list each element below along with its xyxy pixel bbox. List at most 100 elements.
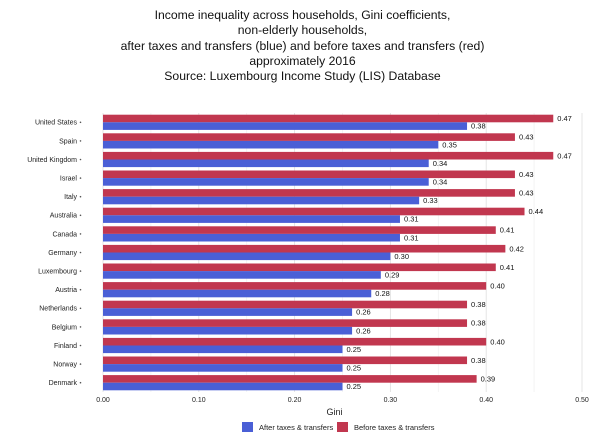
bar-before-australia bbox=[103, 207, 525, 216]
bar-before-finland bbox=[103, 337, 487, 346]
value-label-after: 0.26 bbox=[356, 326, 371, 335]
value-label-before: 0.47 bbox=[557, 151, 572, 160]
value-label-after: 0.25 bbox=[347, 364, 362, 373]
title-line-4: approximately 2016 bbox=[249, 53, 356, 68]
value-label-after: 0.26 bbox=[356, 308, 371, 317]
bar-before-united-states bbox=[103, 114, 554, 123]
category-tick-mark bbox=[79, 121, 82, 124]
value-label-before: 0.47 bbox=[557, 114, 572, 123]
bar-after-united-kingdom bbox=[103, 159, 429, 168]
category-tick-mark bbox=[79, 326, 82, 328]
category-tick-mark bbox=[79, 140, 82, 142]
bar-after-norway bbox=[103, 364, 343, 372]
bar-before-belgium bbox=[103, 319, 468, 327]
bar-after-canada bbox=[103, 233, 400, 242]
bar-after-belgium bbox=[103, 326, 353, 335]
legend-swatch-before bbox=[337, 422, 348, 432]
category-label: Luxembourg bbox=[38, 269, 77, 276]
x-tick-label: 0.00 bbox=[96, 397, 110, 404]
value-label-before: 0.40 bbox=[490, 282, 505, 291]
bar-before-netherlands bbox=[103, 300, 468, 309]
legend-label-after: After taxes & transfers bbox=[259, 423, 333, 432]
bar-after-australia bbox=[103, 215, 400, 223]
value-label-before: 0.44 bbox=[529, 207, 544, 216]
bar-before-spain bbox=[103, 133, 515, 141]
axis-layer: 0.00 0.10 0.20 0.30 0.40 0.50 Gini United State… bbox=[27, 120, 589, 417]
category-tick-mark bbox=[79, 270, 82, 272]
bar-layer bbox=[103, 114, 554, 391]
value-label-after: 0.30 bbox=[394, 252, 409, 261]
bar-before-canada bbox=[103, 226, 496, 234]
value-label-before: 0.43 bbox=[519, 133, 534, 142]
legend-swatch-after bbox=[242, 422, 253, 432]
category-tick-mark bbox=[79, 381, 82, 384]
bar-before-united-kingdom bbox=[103, 151, 554, 160]
x-axis-title: Gini bbox=[326, 407, 342, 417]
value-label-after: 0.29 bbox=[385, 271, 400, 280]
category-label: United States bbox=[35, 120, 78, 127]
value-label-before: 0.38 bbox=[471, 300, 486, 309]
bar-after-italy bbox=[103, 196, 420, 205]
bar-after-luxembourg bbox=[103, 271, 381, 279]
value-label-before: 0.43 bbox=[519, 170, 534, 179]
category-label: Belgium bbox=[52, 324, 77, 331]
bar-before-luxembourg bbox=[103, 263, 496, 272]
value-label-before: 0.41 bbox=[500, 226, 515, 235]
title-line-1: Income inequality across households, Gin… bbox=[154, 8, 451, 22]
value-label-before: 0.40 bbox=[490, 337, 505, 346]
title-line-2: non-elderly households, bbox=[237, 23, 368, 38]
legend-label-before: Before taxes & transfers bbox=[354, 423, 435, 432]
bar-after-israel bbox=[103, 178, 429, 186]
bar-before-austria bbox=[103, 282, 487, 290]
category-tick-mark bbox=[79, 344, 82, 347]
bar-after-denmark bbox=[103, 382, 343, 391]
title-line-3: after taxes and transfers (blue) and bef… bbox=[120, 38, 485, 53]
bar-after-spain bbox=[103, 140, 439, 149]
category-label: Netherlands bbox=[39, 306, 77, 313]
category-label: Denmark bbox=[49, 380, 78, 387]
category-tick-mark bbox=[79, 363, 82, 365]
legend: After taxes & transfers Before taxes & tr… bbox=[242, 422, 435, 432]
category-tick-mark bbox=[79, 158, 82, 161]
title-line-5: Source: Luxembourg Income Study (LIS) Da… bbox=[164, 69, 441, 84]
x-tick-label: 0.20 bbox=[288, 397, 302, 404]
value-label-before: 0.43 bbox=[519, 189, 534, 198]
x-tick-label: 0.10 bbox=[192, 397, 206, 404]
category-label: Germany bbox=[48, 250, 77, 257]
category-tick-mark bbox=[79, 195, 82, 198]
value-label-before: 0.41 bbox=[500, 263, 515, 272]
value-label-after: 0.35 bbox=[442, 140, 457, 149]
category-label: Italy bbox=[64, 194, 77, 201]
category-label: Israel bbox=[60, 176, 78, 183]
category-label: Australia bbox=[50, 213, 77, 220]
x-tick-label: 0.30 bbox=[384, 397, 398, 404]
chart-title: Income inequality across households, Gin… bbox=[0, 8, 605, 84]
bar-before-norway bbox=[103, 356, 468, 365]
value-label-before: 0.38 bbox=[471, 356, 486, 365]
value-label-after: 0.25 bbox=[347, 345, 362, 354]
value-label-after: 0.31 bbox=[404, 233, 419, 242]
value-label-after: 0.28 bbox=[375, 289, 390, 298]
category-tick-mark bbox=[79, 177, 82, 179]
x-tick-label: 0.40 bbox=[479, 397, 493, 404]
category-label: United Kingdom bbox=[27, 157, 77, 164]
category-label: Austria bbox=[55, 287, 77, 294]
category-tick-mark bbox=[79, 251, 82, 254]
bar-before-italy bbox=[103, 189, 515, 197]
category-label: Norway bbox=[53, 362, 77, 369]
category-label: Spain bbox=[59, 138, 77, 145]
bar-after-austria bbox=[103, 289, 372, 298]
category-tick-mark bbox=[79, 214, 82, 217]
category-tick-mark bbox=[79, 233, 82, 235]
value-label-before: 0.39 bbox=[481, 375, 496, 384]
value-label-after: 0.33 bbox=[423, 196, 438, 205]
value-label-before: 0.42 bbox=[509, 244, 524, 253]
category-label: Canada bbox=[52, 231, 77, 238]
category-tick-mark bbox=[79, 288, 82, 291]
bar-before-israel bbox=[103, 170, 515, 179]
bar-after-netherlands bbox=[103, 308, 353, 316]
value-label-after: 0.25 bbox=[347, 382, 362, 391]
x-tick-label: 0.50 bbox=[575, 397, 589, 404]
category-label: Finland bbox=[54, 343, 77, 350]
